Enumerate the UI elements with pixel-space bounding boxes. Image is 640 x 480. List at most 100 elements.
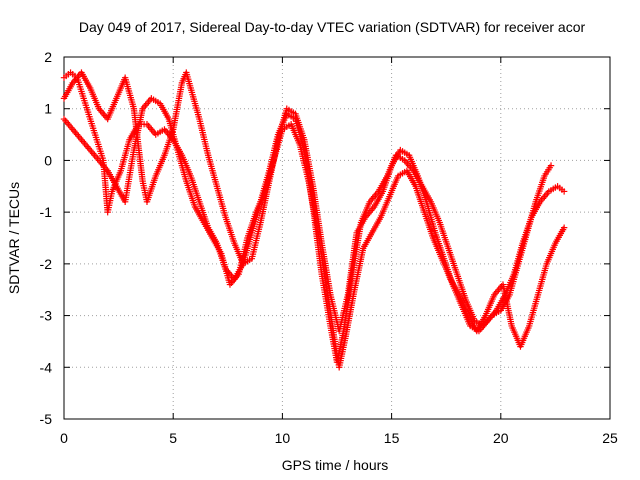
series-trace-c (60, 95, 568, 371)
trace-marker (403, 150, 411, 158)
trace-marker (359, 247, 366, 254)
trace-marker (422, 196, 430, 203)
trace-marker (385, 195, 392, 202)
trace-marker (453, 268, 460, 276)
trace-marker (542, 262, 550, 270)
trace-marker (160, 154, 167, 161)
trace-marker (204, 149, 211, 157)
trace-marker (559, 226, 567, 233)
trace-marker (353, 231, 360, 239)
trace-marker (483, 319, 490, 326)
trace-marker (285, 122, 293, 129)
trace-marker (252, 211, 259, 218)
trace-marker (85, 145, 92, 152)
trace-marker (195, 196, 202, 203)
trace-marker (394, 174, 401, 182)
trace-marker (481, 314, 488, 321)
trace-marker (86, 113, 93, 120)
trace-marker (108, 190, 115, 197)
trace-marker (490, 293, 497, 301)
trace-marker (112, 181, 119, 188)
y-tick-label: -1 (40, 204, 53, 220)
y-tick-label: 1 (44, 101, 52, 117)
trace-marker (295, 139, 303, 147)
trace-marker (94, 103, 102, 110)
y-tick-label: -2 (40, 256, 53, 272)
y-tick-label: 0 (44, 152, 52, 168)
x-tick-label: 5 (169, 430, 177, 446)
y-tick-label: 2 (44, 49, 52, 65)
trace-marker (221, 211, 229, 219)
trace-marker (546, 164, 553, 171)
trace-marker (139, 175, 146, 183)
trace-marker (68, 81, 75, 88)
trace-marker (300, 134, 307, 141)
trace-marker (130, 103, 137, 110)
trace-marker (413, 170, 421, 178)
trace-marker (387, 164, 395, 171)
trace-marker (230, 237, 237, 245)
trace-marker (525, 324, 532, 332)
trace-marker (309, 180, 316, 188)
trace-marker (461, 294, 469, 302)
trace-marker (534, 293, 541, 301)
trace-marker (437, 253, 445, 260)
trace-marker (444, 242, 451, 250)
x-axis-label: GPS time / hours (282, 457, 389, 473)
trace-marker (558, 186, 566, 193)
ticks (63, 56, 611, 420)
trace-marker (435, 217, 442, 224)
x-tick-label: 25 (602, 430, 618, 446)
trace-marker (191, 201, 198, 209)
plot-frame (63, 56, 611, 420)
trace-marker (344, 293, 351, 301)
trace-marker (544, 189, 551, 197)
trace-marker (396, 148, 403, 156)
trace-marker (304, 175, 312, 183)
trace-marker (342, 335, 349, 342)
trace-marker (116, 169, 124, 177)
trace-marker (551, 242, 558, 249)
trace-marker (278, 128, 285, 135)
trace-marker (508, 320, 515, 327)
trace-marker (367, 231, 375, 238)
y-tick-label: -5 (40, 411, 53, 427)
trace-marker (420, 206, 427, 214)
trace-marker (256, 221, 264, 228)
trace-marker (509, 273, 517, 280)
trace-marker (92, 134, 100, 141)
trace-marker (76, 134, 84, 142)
trace-marker (103, 165, 110, 173)
trace-marker (491, 308, 499, 316)
trace-marker (365, 200, 373, 208)
trace-marker (463, 310, 471, 317)
x-tick-label: 15 (384, 430, 400, 446)
trace-marker (164, 113, 171, 121)
trace-marker (173, 144, 181, 152)
trace-marker (540, 174, 547, 182)
trace-marker (199, 217, 206, 224)
trace-marker (112, 97, 119, 104)
trace-marker (68, 124, 75, 131)
trace-marker (186, 82, 194, 90)
x-tick-labels: 0 5 10 15 20 25 (60, 430, 618, 446)
trace-marker (369, 205, 376, 212)
trace-marker (94, 155, 101, 162)
trace-marker (322, 279, 329, 286)
trace-marker (535, 200, 543, 207)
trace-marker (246, 256, 253, 264)
y-tick-label: -4 (40, 359, 53, 375)
chart-title: Day 049 of 2017, Sidereal Day-to-day VTE… (79, 19, 586, 35)
trace-marker (455, 289, 462, 297)
trace-marker (331, 336, 338, 343)
trace-marker (138, 107, 146, 115)
y-axis-label: SDTVAR / TECUs (6, 182, 22, 294)
trace-marker (350, 288, 358, 296)
trace-marker (260, 190, 268, 197)
trace-marker (411, 181, 418, 188)
x-tick-label: 20 (493, 430, 509, 446)
trace-marker (208, 232, 215, 240)
trace-marker (151, 174, 159, 182)
trace-marker (399, 155, 406, 163)
